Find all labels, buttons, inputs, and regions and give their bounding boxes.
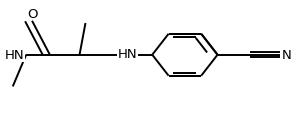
Text: HN: HN: [5, 49, 25, 62]
Text: N: N: [281, 49, 291, 62]
Text: HN: HN: [117, 48, 137, 61]
Text: O: O: [27, 8, 37, 20]
